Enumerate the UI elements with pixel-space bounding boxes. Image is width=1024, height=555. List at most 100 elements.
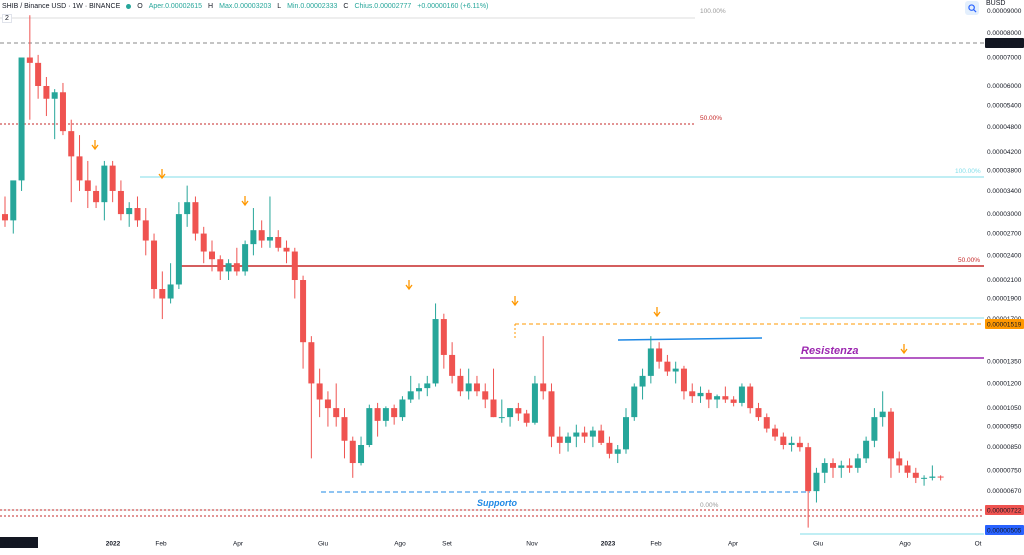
precision-badge[interactable]: 2 bbox=[2, 14, 12, 23]
candle bbox=[266, 196, 273, 248]
candle-body bbox=[192, 202, 199, 234]
candle-body bbox=[912, 472, 919, 478]
candle bbox=[747, 383, 754, 414]
candle-body bbox=[209, 251, 215, 260]
price-badge-label: 0.00000505 bbox=[987, 528, 1022, 535]
candle-body bbox=[382, 408, 389, 421]
price-tick-label: 0.00008000 bbox=[987, 30, 1022, 37]
candle bbox=[904, 460, 911, 478]
candle bbox=[656, 342, 663, 369]
candle-body bbox=[722, 396, 729, 400]
candle bbox=[101, 160, 108, 221]
candle bbox=[689, 383, 696, 403]
price-tick-label: 0.00005400 bbox=[987, 102, 1022, 109]
search-button[interactable] bbox=[965, 1, 979, 15]
candle bbox=[465, 368, 472, 400]
time-tick-label: Ago bbox=[899, 541, 911, 548]
fib-0-label: 0.00% bbox=[700, 502, 719, 509]
candle bbox=[738, 383, 745, 407]
price-tick-label: 0.00003800 bbox=[987, 167, 1022, 174]
candle bbox=[184, 185, 191, 227]
candle-body bbox=[598, 430, 605, 443]
candle bbox=[449, 342, 456, 384]
time-tick-label: Set bbox=[442, 541, 452, 548]
time-axis[interactable]: 11 Ott '21 2022 Feb Apr Giu Ago Set Nov 2023 Feb A… bbox=[0, 535, 1024, 550]
market-status-dot bbox=[126, 3, 132, 9]
candle-body bbox=[308, 342, 315, 384]
candle-body bbox=[300, 280, 307, 343]
candle bbox=[283, 240, 290, 264]
candle bbox=[217, 255, 224, 281]
candle bbox=[821, 458, 828, 484]
support-label: Supporto bbox=[477, 498, 517, 508]
candle-body bbox=[929, 476, 936, 478]
price-tick-label: 0.00007000 bbox=[987, 55, 1022, 62]
price-tick-label: 0.00004800 bbox=[987, 124, 1022, 131]
time-tick-label: 2023 bbox=[601, 541, 616, 548]
candle bbox=[623, 408, 629, 454]
price-badge-label: 0.00007677 bbox=[987, 41, 1022, 48]
price-badge bbox=[985, 38, 1024, 48]
candle bbox=[407, 375, 414, 403]
fib2-50-label: 50.00% bbox=[958, 257, 980, 264]
currency-label[interactable]: BUSD bbox=[986, 0, 1006, 7]
candle bbox=[333, 383, 340, 427]
symbol-title[interactable]: SHIB / Binance USD · 1W · BINANCE bbox=[2, 2, 121, 10]
fib1-100-label: 100.00% bbox=[700, 8, 726, 15]
open-label: O bbox=[137, 2, 143, 10]
candle-body bbox=[275, 237, 282, 248]
close-value: Chius.0.00002777 bbox=[354, 2, 412, 10]
candle bbox=[167, 263, 174, 304]
fib1-50-label: 50.00% bbox=[700, 115, 722, 122]
blue-trend-line bbox=[617, 337, 763, 341]
candle bbox=[275, 230, 282, 252]
down-arrow-icon bbox=[511, 296, 519, 307]
arrow-head bbox=[653, 311, 661, 318]
candle-body bbox=[680, 368, 687, 392]
candle bbox=[780, 432, 787, 450]
price-tick-label: 0.00001900 bbox=[987, 296, 1022, 303]
down-arrow-icon bbox=[158, 169, 166, 180]
candle-body bbox=[416, 388, 422, 392]
candle-body bbox=[217, 259, 224, 272]
candle-body bbox=[51, 92, 58, 99]
candle bbox=[300, 275, 307, 369]
candle bbox=[51, 89, 58, 140]
down-arrow-icon bbox=[653, 307, 661, 318]
candle bbox=[2, 196, 8, 227]
price-tick-label: 0.00000670 bbox=[987, 488, 1022, 495]
candle-body bbox=[26, 57, 33, 63]
candle bbox=[490, 368, 497, 418]
candle bbox=[109, 160, 116, 203]
candle-body bbox=[573, 432, 580, 437]
candle-body bbox=[151, 240, 158, 290]
time-tick-label: 2022 bbox=[106, 541, 121, 548]
candle-body bbox=[705, 392, 712, 400]
candle-body bbox=[664, 361, 671, 372]
candle-body bbox=[68, 131, 75, 157]
price-axis[interactable]: 0.00009000 0.00008000 0.00007000 0.00006000… bbox=[984, 0, 1024, 535]
down-arrow-icon bbox=[91, 140, 99, 151]
candle bbox=[515, 402, 522, 421]
price-badge bbox=[985, 525, 1024, 535]
candle bbox=[68, 119, 75, 203]
candle-body bbox=[821, 463, 828, 473]
time-start-label: 11 Ott '21 bbox=[3, 541, 31, 548]
candle bbox=[366, 404, 373, 448]
fib2-100-label: 100.00% bbox=[955, 168, 981, 175]
price-tick-label: 0.00002100 bbox=[987, 277, 1022, 284]
resistance-label: Resistenza bbox=[801, 345, 858, 357]
high-value: Max.0.00003203 bbox=[219, 2, 272, 10]
price-tick-label: 0.00001200 bbox=[987, 380, 1022, 387]
candle bbox=[531, 375, 538, 425]
price-axis-svg: 0.00009000 0.00008000 0.00007000 0.00006000… bbox=[985, 8, 1024, 535]
price-tick-label: 0.00000950 bbox=[987, 424, 1022, 431]
candle bbox=[341, 408, 348, 459]
candle-body bbox=[565, 436, 572, 443]
candle-body bbox=[159, 289, 166, 299]
candle bbox=[697, 386, 704, 403]
candle-body bbox=[937, 476, 944, 478]
candle-body bbox=[548, 391, 555, 437]
candle bbox=[308, 336, 315, 459]
